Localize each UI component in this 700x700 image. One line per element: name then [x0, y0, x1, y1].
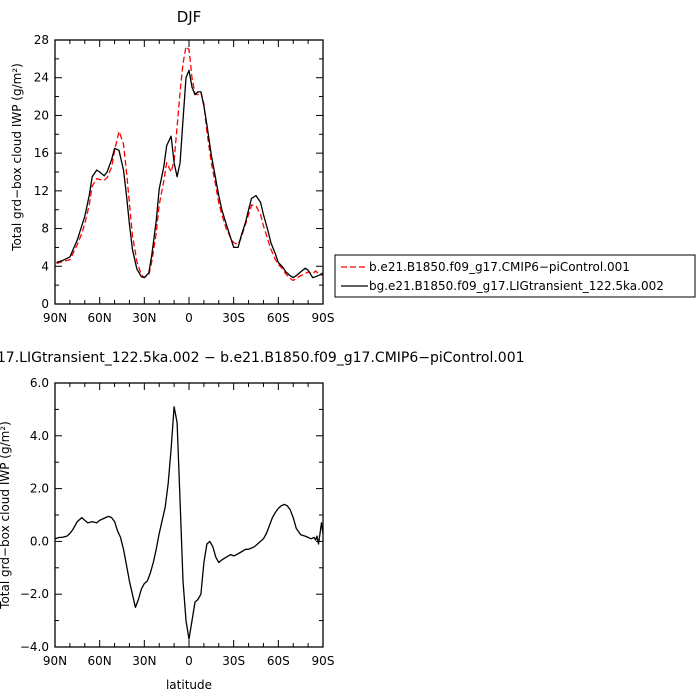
top-x-tick-label: 60N — [88, 311, 112, 325]
panel-bottom: bg.e21.B1850.f09_g17.LIGtransient_122.5k… — [0, 350, 525, 692]
bottom-x-tick-label: 60S — [267, 654, 290, 668]
bottom-x-tick-label: 0 — [185, 654, 193, 668]
bottom-plot-frame — [54, 382, 324, 648]
bottom-x-tick-label: 30S — [222, 654, 245, 668]
bottom-x-tick-label: 60N — [88, 654, 112, 668]
top-y-tick-label: 12 — [34, 184, 49, 198]
bottom-series-group — [54, 406, 324, 640]
bottom-y-tick-label: −4.0 — [20, 640, 49, 654]
top-series-line-1 — [56, 69, 324, 279]
top-y-tick-label: 28 — [34, 33, 49, 47]
top-y-tick-label: 16 — [34, 146, 49, 160]
panel-top: DJF Total grd−box cloud IWP (g/m²) 90N 60… — [10, 8, 334, 325]
bottom-y-tick-label: 0.0 — [30, 534, 49, 548]
top-y-tick-label: 4 — [41, 259, 49, 273]
bottom-x-axis-label: latitude — [166, 678, 212, 692]
top-y-tick-label: 24 — [34, 71, 49, 85]
top-x-tick-labels: 90N 60N 30N 0 30S 60S 90S — [43, 311, 335, 325]
bottom-y-tick-label: 6.0 — [30, 376, 49, 390]
top-y-tick-labels: 0 4 8 12 16 20 24 28 — [34, 33, 49, 311]
bottom-x-tick-label: 90N — [43, 654, 67, 668]
top-y-tick-label: 8 — [41, 222, 49, 236]
bottom-y-tick-label: 4.0 — [30, 429, 49, 443]
top-series-line-0 — [56, 45, 323, 282]
top-y-axis-label: Total grd−box cloud IWP (g/m²) — [10, 63, 24, 252]
bottom-x-tick-label: 30N — [132, 654, 156, 668]
top-x-tick-label: 0 — [185, 311, 193, 325]
top-chart-title: DJF — [177, 8, 202, 26]
top-x-tick-label: 60S — [267, 311, 290, 325]
bottom-tick-group — [54, 382, 324, 648]
bottom-x-tick-label: 90S — [312, 654, 335, 668]
bottom-y-tick-label: −2.0 — [20, 587, 49, 601]
top-series-group — [56, 45, 324, 282]
legend: b.e21.B1850.f09_g17.CMIP6−piControl.001 … — [334, 254, 696, 298]
legend-entry-pi-control: b.e21.B1850.f09_g17.CMIP6−piControl.001 — [369, 260, 630, 274]
top-y-tick-label: 20 — [34, 108, 49, 122]
top-x-tick-label: 90S — [312, 311, 335, 325]
bottom-y-axis-label: Total grd−box cloud IWP (g/m²) — [0, 421, 12, 610]
bottom-series-line-0 — [54, 406, 324, 640]
top-x-tick-label: 90N — [43, 311, 67, 325]
legend-box — [334, 254, 696, 298]
top-y-tick-label: 0 — [41, 297, 49, 311]
bottom-y-tick-labels: −4.0 −2.0 0.0 2.0 4.0 6.0 — [20, 376, 49, 654]
bottom-chart-title: bg.e21.B1850.f09_g17.LIGtransient_122.5k… — [0, 350, 525, 366]
top-x-tick-label: 30S — [222, 311, 245, 325]
bottom-x-tick-labels: 90N 60N 30N 0 30S 60S 90S — [43, 654, 335, 668]
top-x-tick-label: 30N — [132, 311, 156, 325]
legend-entry-lig-transient: bg.e21.B1850.f09_g17.LIGtransient_122.5k… — [369, 279, 664, 293]
bottom-y-tick-label: 2.0 — [30, 482, 49, 496]
top-tick-group — [54, 39, 324, 305]
